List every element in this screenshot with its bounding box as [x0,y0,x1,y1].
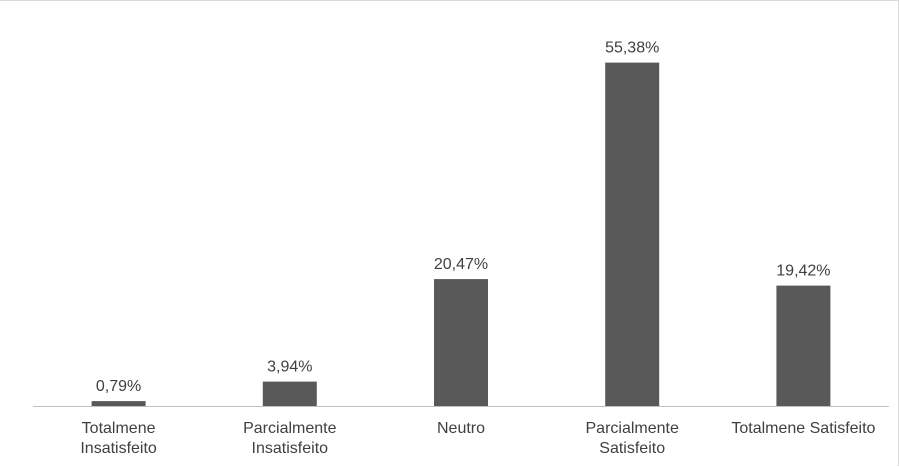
category-label-line: Parcialmente [243,420,336,437]
data-label-1: 0,79% [96,378,141,395]
bar-1 [91,401,146,406]
data-label-4: 55,38% [605,40,659,57]
bar-2 [262,381,317,406]
category-label-line: Insatisfeito [80,440,157,457]
category-label-3: Neutro [437,420,485,437]
category-label-2: Parcialmente Insatisfeito [243,420,336,457]
category-label-5: Totalmene Satisfeito [731,420,875,437]
bar-5 [776,285,831,406]
category-label-1: Totalmene Insatisfeito [80,420,157,457]
data-label-2: 3,94% [267,359,312,376]
category-label-line: Parcialmente [586,420,679,437]
data-label-3: 20,47% [434,256,488,273]
category-label-4: Parcialmente Satisfeito [586,420,679,457]
category-label-line: Insatisfeito [252,440,329,457]
bar-4 [605,62,660,406]
category-label-line: Neutro [437,420,485,437]
data-label-5: 19,42% [776,263,830,280]
category-label-line: Totalmene Satisfeito [731,420,875,437]
category-label-line: Totalmene [82,420,156,437]
bar-3 [434,279,488,406]
category-label-line: Satisfeito [599,440,665,457]
